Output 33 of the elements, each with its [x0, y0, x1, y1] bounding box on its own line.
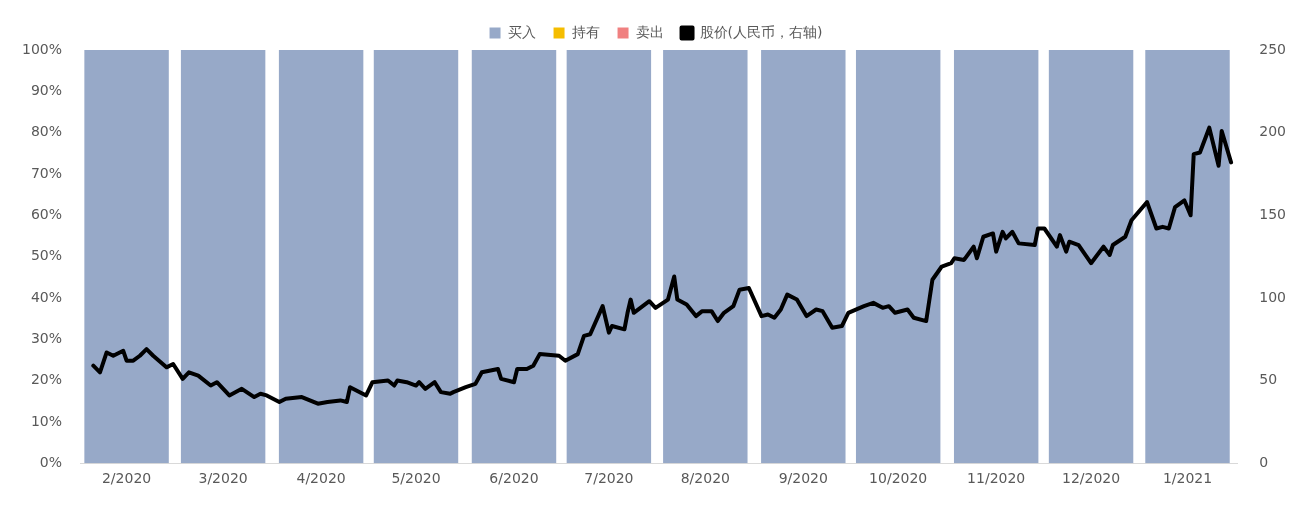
- x-tick-label: 3/2020: [198, 470, 248, 487]
- x-tick-label: 1/2021: [1162, 470, 1213, 487]
- y2-tick-label: 0: [1259, 453, 1269, 470]
- y2-tick-label: 150: [1259, 205, 1287, 222]
- x-tick-label: 8/2020: [680, 470, 730, 487]
- x-tick-label: 12/2020: [1061, 470, 1121, 487]
- y-tick-label: 90%: [30, 81, 63, 98]
- y-tick-label: 60%: [30, 205, 63, 222]
- y-tick-label: 10%: [30, 412, 63, 429]
- x-tick-label: 5/2020: [391, 470, 441, 487]
- y-tick-label: 20%: [30, 371, 63, 388]
- x-tick-label: 7/2020: [584, 470, 634, 487]
- y2-tick-label: 100: [1259, 288, 1287, 305]
- x-tick-label: 10/2020: [869, 470, 928, 487]
- legend-label: 股价(人民币，右轴): [699, 23, 823, 40]
- legend-label: 卖出: [635, 23, 664, 40]
- y-tick-label: 30%: [30, 329, 63, 346]
- y2-tick-label: 50: [1259, 371, 1278, 388]
- x-tick-label: 4/2020: [296, 470, 346, 487]
- y-tick-label: 50%: [30, 247, 63, 264]
- y-tick-label: 70%: [30, 164, 63, 181]
- x-tick-label: 6/2020: [489, 470, 539, 487]
- legend-label: 买入: [507, 23, 536, 40]
- y-tick-label: 100%: [21, 40, 63, 57]
- x-tick-label: 11/2020: [967, 470, 1026, 487]
- y-tick-label: 80%: [30, 123, 63, 140]
- y-tick-label: 0%: [39, 453, 63, 470]
- legend-label: 持有: [571, 23, 600, 40]
- x-tick-label: 9/2020: [778, 470, 828, 487]
- y2-tick-label: 250: [1259, 40, 1287, 57]
- y-tick-label: 40%: [30, 288, 63, 305]
- x-tick-label: 2/2020: [101, 470, 152, 487]
- y2-tick-label: 200: [1259, 123, 1287, 140]
